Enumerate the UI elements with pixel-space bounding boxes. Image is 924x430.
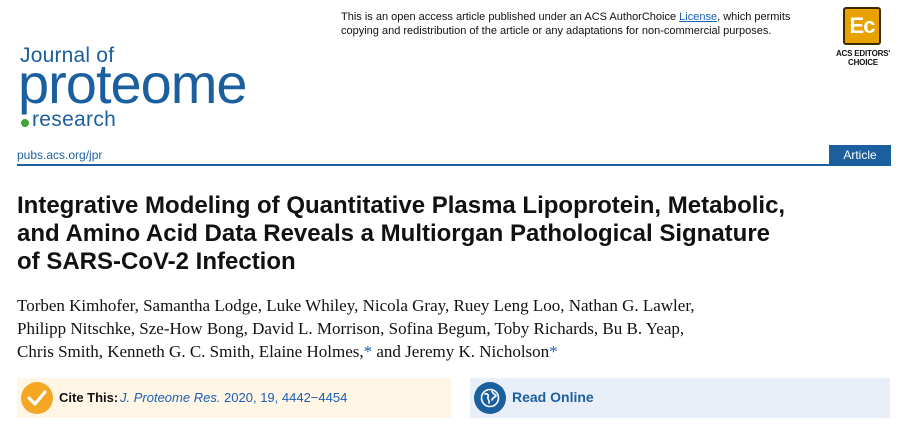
citation-details: 2020, 19, 4442−4454 [220,390,348,405]
journal-name-bottom: research [32,108,117,131]
license-suffix: , which permits copying and redistributi… [341,11,791,37]
author-line: Chris Smith, Kenneth G. C. Smith, Elaine… [17,340,897,363]
editors-choice-label-line1: ACS EDITORS' [835,49,891,58]
license-link[interactable]: License [679,11,718,23]
editors-choice-badge: Ec ACS EDITORS' CHOICE [836,7,890,77]
read-online-button[interactable]: Read Online [470,378,890,418]
journal-logo: Journal of proteome research [18,44,308,134]
read-online-label: Read Online [512,389,594,405]
cite-this-bar[interactable]: Cite This: J. Proteome Res. 2020, 19, 44… [17,378,451,418]
citation-journal: J. Proteome Res. [120,390,221,405]
author-line-part: and Jeremy K. Nicholson [372,342,550,361]
journal-name-main: proteome [18,52,248,115]
author-line-part: Chris Smith, Kenneth G. C. Smith, Elaine… [17,342,364,361]
editors-choice-icon: Ec [843,7,881,45]
journal-logo-dot [21,119,29,127]
editors-choice-label-line2: CHOICE [848,58,878,67]
header-divider [17,164,891,166]
globe-icon [474,382,506,414]
article-title-line: of SARS-CoV-2 Infection [17,248,296,275]
article-type-tag: Article [829,145,891,165]
journal-url[interactable]: pubs.acs.org/jpr [17,148,103,162]
journal-name-top: Journal of [20,44,115,67]
citation-reference[interactable]: J. Proteome Res. 2020, 19, 4442−4454 [120,390,347,405]
corresponding-author-marker[interactable]: * [549,342,558,361]
author-line: Philipp Nitschke, Sze-How Bong, David L.… [17,319,685,338]
editors-choice-label: ACS EDITORS' CHOICE [833,49,893,67]
article-title-line: Integrative Modeling of Quantitative Pla… [17,192,786,219]
author-line: Torben Kimhofer, Samantha Lodge, Luke Wh… [17,296,695,315]
editors-choice-icon-text: Ec [849,13,876,38]
article-title-line: and Amino Acid Data Reveals a Multiorgan… [17,220,771,247]
corresponding-author-marker[interactable]: * [363,342,373,361]
checkmark-icon [21,382,53,414]
license-notice: This is an open access article published… [341,10,821,38]
cite-this-label: Cite This: [59,390,119,405]
article-title: Integrative Modeling of Quantitative Pla… [17,192,897,276]
license-prefix: This is an open access article published… [341,11,680,23]
author-list: Torben Kimhofer, Samantha Lodge, Luke Wh… [17,294,897,363]
